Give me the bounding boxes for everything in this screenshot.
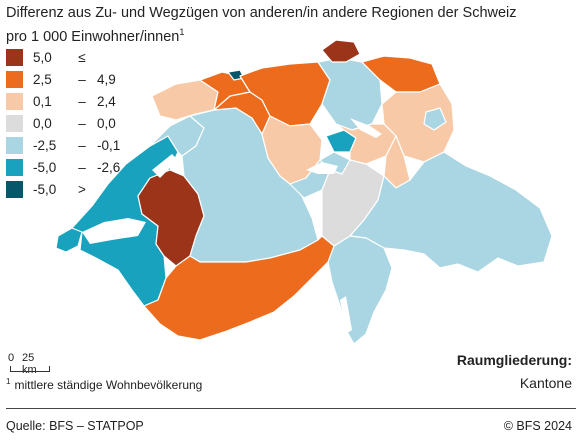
lake-geneva [82,218,146,244]
legend-lower-bound: -2,5 [33,137,57,153]
legend-item: -2,5 – -0,1 [6,134,137,156]
title-footnote-mark: 1 [179,27,185,37]
legend-lower-bound: 0,0 [33,115,52,131]
legend-swatch [6,114,23,132]
canton-geneva [55,227,83,253]
legend-lower-bound: 2,5 [33,71,52,87]
legend-separator: – [78,93,86,109]
raumgliederung-value: Kantone [519,375,572,391]
legend-swatch [6,158,23,176]
map-title: Differenz aus Zu- und Wegzügen von ander… [6,4,517,47]
footnote-mark: 1 [6,377,11,386]
legend-upper-bound: -0,1 [97,137,121,153]
legend-item: 2,5 –4,9 [6,68,137,90]
legend-item: 5,0 ≤ [6,46,137,68]
copyright-text: © BFS 2024 [503,419,572,433]
legend-item: 0,1 –2,4 [6,90,137,112]
legend-lower-bound: 0,1 [33,93,52,109]
lake-lucerne [306,162,338,174]
canton-appenzell [423,107,447,131]
canton-aargau [239,61,331,127]
scale-zero: 0 [8,352,15,364]
legend-separator: – [78,137,86,153]
legend-lower-bound: -5,0 [33,181,57,197]
scale-label: 25 km [22,352,37,376]
lake-constance [430,58,476,78]
legend-item: 0,0–0,0 [6,112,137,134]
title-line-2-text: pro 1 000 Einwohner/innen [6,28,180,45]
legend-swatch [6,48,23,66]
legend-separator: – [78,115,86,131]
footnote-text: mittlere ständige Wohnbevölkerung [14,378,203,392]
legend-swatch [6,136,23,154]
footer-divider [6,408,576,409]
legend-separator: – [78,71,86,87]
canton-basel-land [199,71,251,111]
legend-separator: – [78,159,86,175]
legend-swatch [6,180,23,198]
legend-separator: ≤ [78,49,86,65]
source-text: Quelle: BFS – STATPOP [6,419,144,433]
legend-upper-bound: 4,9 [97,71,116,87]
footnote: 1 mittlere ständige Wohnbevölkerung [6,377,202,392]
canton-ticino [327,235,393,345]
legend-upper-bound: 2,4 [97,93,116,109]
scale-bar-line [10,366,50,372]
legend-swatch [6,92,23,110]
legend-item: -5,0 – -2,6 [6,156,137,178]
lake-zurich [350,118,382,138]
legend-separator: > [78,181,86,197]
canton-valais [143,235,335,341]
legend-lower-bound: -5,0 [33,159,57,175]
canton-schaffhausen [321,39,361,63]
legend-lower-bound: 5,0 [33,49,52,65]
legend-upper-bound: 0,0 [97,115,116,131]
lake-maggiore [340,296,352,334]
legend: 5,0 ≤2,5–4,9 0,1–2,4 0,0–0,0 -2,5– -0,1 -5,0– -… [6,46,137,200]
lake-neuchatel [152,154,178,178]
legend-item: -5,0 > [6,178,137,200]
legend-upper-bound: -2,6 [97,159,121,175]
raumgliederung-label: Raumgliederung: [456,352,572,368]
title-line-1: Differenz aus Zu- und Wegzügen von ander… [6,5,517,21]
legend-swatch [6,70,23,88]
title-line-2: pro 1 000 Einwohner/innen1 [6,23,517,47]
